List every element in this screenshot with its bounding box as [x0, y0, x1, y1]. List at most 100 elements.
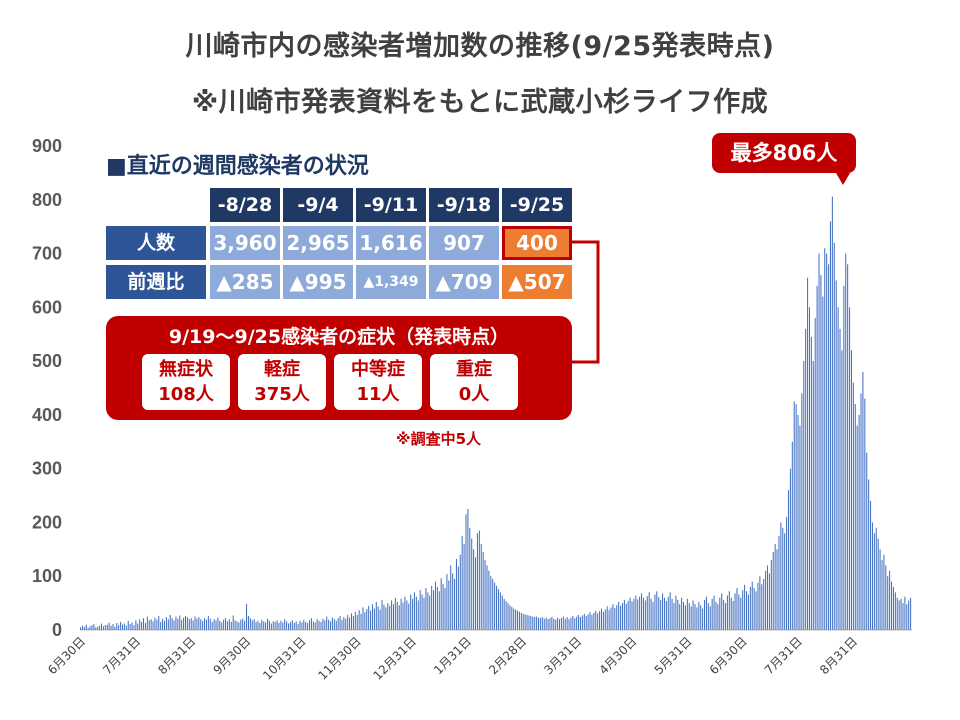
bar — [331, 617, 333, 630]
bar — [870, 500, 872, 630]
bar — [583, 613, 585, 630]
bar — [385, 607, 387, 630]
x-tick-label: 6月30日 — [707, 634, 750, 677]
bar — [305, 621, 307, 630]
bar — [881, 560, 883, 630]
bar — [724, 603, 727, 630]
bar — [139, 619, 141, 630]
bar — [684, 605, 686, 630]
bar — [83, 626, 85, 630]
bar — [578, 614, 580, 630]
peak-callout: 最多806人 — [712, 133, 856, 173]
bar — [324, 620, 326, 630]
bar — [417, 600, 419, 630]
bar — [192, 620, 194, 630]
bar — [251, 620, 253, 630]
bar — [522, 613, 524, 630]
bar — [295, 621, 297, 630]
bar — [656, 591, 658, 630]
bar — [537, 617, 540, 630]
bar — [585, 616, 587, 630]
bar — [557, 617, 559, 630]
bar — [228, 619, 230, 630]
bar — [862, 371, 864, 630]
chart-subtitle: ※川崎市発表資料をもとに武蔵小杉ライフ作成 — [191, 87, 769, 118]
bar — [301, 622, 303, 630]
bar — [894, 592, 896, 630]
bar — [175, 616, 177, 630]
bar — [849, 307, 851, 630]
bar — [824, 248, 826, 630]
bar — [433, 590, 435, 630]
week-header-4: -9/18 — [429, 188, 499, 222]
change-cell-3: ▲1,349 — [356, 265, 426, 299]
bar — [104, 625, 106, 630]
bar — [431, 585, 433, 630]
bar — [371, 604, 374, 630]
bar — [625, 603, 627, 630]
bar — [807, 277, 809, 630]
bar — [350, 613, 353, 630]
bar — [205, 619, 207, 630]
count-cell-2: 2,965 — [283, 226, 353, 260]
bar — [163, 620, 166, 630]
bar — [167, 619, 169, 630]
x-tick-label: 7月31日 — [762, 634, 805, 677]
bar — [282, 622, 284, 630]
bar — [473, 549, 475, 630]
bar — [379, 609, 381, 630]
bar — [171, 618, 173, 630]
bar — [102, 626, 104, 630]
bar — [221, 622, 223, 630]
bar — [730, 597, 732, 630]
bar — [291, 620, 293, 630]
bar — [782, 527, 784, 630]
bar — [891, 581, 893, 630]
bar — [478, 530, 480, 630]
bar — [148, 620, 150, 630]
bar — [639, 596, 641, 630]
bar — [593, 612, 595, 630]
symptoms-title: 9/19〜9/25感染者の症状（発表時点） — [168, 326, 510, 348]
bar — [549, 618, 551, 630]
bar — [293, 623, 295, 630]
bar — [744, 584, 746, 630]
bar — [747, 594, 749, 630]
bar — [459, 554, 461, 630]
bar — [81, 625, 83, 630]
bar — [278, 623, 280, 630]
bar — [662, 593, 664, 630]
bar — [795, 404, 797, 630]
bar — [753, 588, 755, 630]
bar — [116, 623, 118, 630]
change-cell-1: ▲285 — [210, 265, 280, 299]
bar — [110, 625, 112, 630]
bar — [223, 619, 225, 630]
symptom-value: 108人 — [158, 384, 214, 405]
bar — [465, 514, 467, 630]
bar — [398, 605, 400, 630]
week-header-5: -9/25 — [502, 188, 572, 222]
bar — [551, 617, 553, 630]
bar — [213, 619, 215, 630]
bar — [826, 253, 828, 630]
bar — [717, 604, 719, 630]
bar — [875, 527, 877, 630]
bar — [845, 253, 847, 630]
bar — [339, 616, 341, 630]
bar — [738, 594, 740, 630]
bar — [356, 614, 358, 630]
bar — [786, 517, 788, 630]
bar — [410, 594, 412, 630]
bar — [772, 552, 774, 630]
bar — [692, 600, 694, 630]
bar — [142, 618, 145, 630]
bar — [766, 565, 769, 630]
bar — [621, 603, 623, 630]
peak-callout-pointer — [836, 173, 850, 185]
bar — [776, 549, 778, 630]
bar — [505, 600, 507, 630]
bar — [246, 604, 248, 630]
bar — [156, 619, 158, 630]
